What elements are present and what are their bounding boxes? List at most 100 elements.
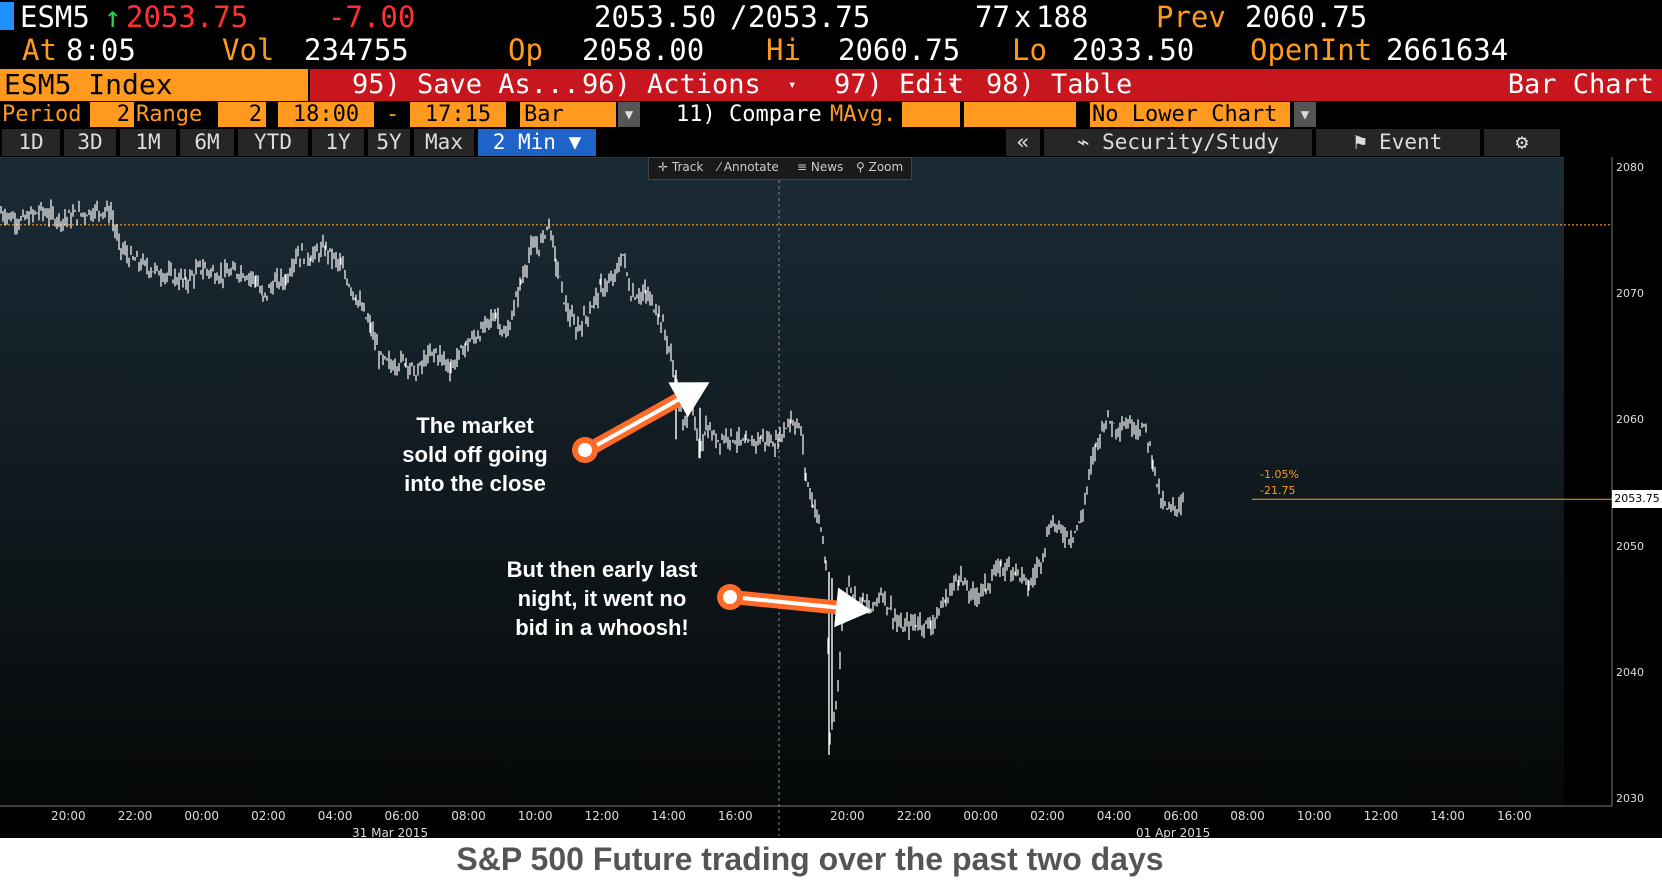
range-dash: - [386, 102, 399, 128]
open-interest-label: OpenInt [1250, 34, 1372, 66]
toolbar-track[interactable]: ✛ Track [658, 158, 703, 177]
security-field[interactable]: ESM5 Index [0, 69, 308, 101]
net-change: -7.00 [328, 1, 415, 33]
tab-3d[interactable]: 3D [64, 129, 116, 156]
caption-bar: S&P 500 Future trading over the past two… [0, 838, 1662, 880]
mavg-input-1[interactable] [902, 102, 960, 127]
event-button[interactable]: ⚑ Event [1316, 129, 1480, 156]
note2-line2: night, it went no [482, 584, 722, 613]
track-icon: ✛ [658, 160, 672, 174]
ask-price: 2053.75 [748, 1, 870, 33]
last-price-tag: 2053.75 [1612, 490, 1662, 508]
x-tick-label: 22:00 [118, 809, 153, 823]
toolbar-annotate[interactable]: ⁄ Annotate [718, 158, 779, 177]
toolbar-zoom[interactable]: ⚲ Zoom [856, 158, 903, 177]
quote-row-1: ESM5 ↑ 2053.75 -7.00 2053.50 / 2053.75 7… [0, 0, 1662, 34]
security-marker [0, 2, 14, 30]
toolbar-news[interactable]: ≡ News [797, 158, 843, 177]
chart-panel [0, 157, 1564, 807]
x-tick-label: 12:00 [1364, 809, 1399, 823]
note-no-bid: But then early last night, it went no bi… [482, 555, 722, 642]
mavg-input-2[interactable] [964, 102, 1076, 127]
annotate-label: Annotate [724, 160, 779, 174]
lower-chart-dropdown-icon[interactable]: ▼ [1294, 102, 1316, 127]
tab-1y[interactable]: 1Y [312, 129, 364, 156]
pct-change-label: -1.05% [1260, 468, 1299, 481]
size-separator: x [1014, 1, 1031, 33]
tab-1m[interactable]: 1M [120, 129, 176, 156]
y-tick-label: 2080 [1616, 161, 1644, 174]
chart-style-select[interactable]: Bar [520, 102, 616, 127]
note1-line2: sold off going [380, 440, 570, 469]
mavg-label: MAvg. [830, 102, 896, 128]
end-time-input[interactable]: 17:15 [410, 102, 506, 127]
event-label: Event [1379, 130, 1442, 154]
note2-line3: bid in a whoosh! [482, 613, 722, 642]
x-tick-label: 04:00 [318, 809, 353, 823]
period-input[interactable]: 2 [90, 102, 134, 127]
x-tick-label: 12:00 [585, 809, 620, 823]
x-tick-label: 02:00 [251, 809, 286, 823]
x-tick-label: 20:00 [830, 809, 865, 823]
x-tick-label: 08:00 [451, 809, 486, 823]
tab-ytd[interactable]: YTD [238, 129, 308, 156]
security-study-button[interactable]: ⌁ Security/Study [1044, 129, 1312, 156]
chart-icon: ⌁ [1077, 130, 1090, 154]
x-tick-label: 08:00 [1230, 809, 1265, 823]
x-tick-label: 06:00 [385, 809, 420, 823]
lower-chart-select[interactable]: No Lower Chart [1090, 102, 1290, 127]
active-tab-label: 2 Min [493, 130, 556, 154]
y-tick-label: 2070 [1616, 287, 1644, 300]
x-tick-label: 00:00 [963, 809, 998, 823]
y-tick-label: 2030 [1616, 792, 1644, 805]
range-input[interactable]: 2 [218, 102, 266, 127]
y-tick-label: 2060 [1616, 413, 1644, 426]
high-label: Hi [766, 34, 801, 66]
x-tick-label: 20:00 [51, 809, 86, 823]
flag-icon: ⚑ [1354, 130, 1367, 154]
ticker: ESM5 [20, 1, 90, 33]
x-tick-label: 02:00 [1030, 809, 1065, 823]
tab-1d[interactable]: 1D [2, 129, 60, 156]
note1-line1: The market [380, 411, 570, 440]
vol-value: 234755 [304, 34, 409, 66]
open-interest-value: 2661634 [1386, 34, 1508, 66]
table-button[interactable]: 98) Table [986, 69, 1132, 101]
open-value: 2058.00 [582, 34, 704, 66]
chevron-down-icon: ▼ [569, 130, 582, 154]
x-tick-label: 00:00 [184, 809, 219, 823]
tab-max[interactable]: Max [414, 129, 474, 156]
save-as-button[interactable]: 95) Save As... [352, 69, 580, 101]
x-tick-label: 10:00 [518, 809, 553, 823]
prev-label: Prev [1156, 1, 1226, 33]
note-sold-off: The market sold off going into the close [380, 411, 570, 498]
bid-size: 77 [975, 1, 1010, 33]
tab-5y[interactable]: 5Y [368, 129, 410, 156]
x-tick-label: 14:00 [651, 809, 686, 823]
tab-6m[interactable]: 6M [180, 129, 234, 156]
bid-ask-separator: / [730, 1, 747, 33]
note1-line3: into the close [380, 469, 570, 498]
actions-menu[interactable]: 96) Actions [582, 69, 761, 101]
menu-bar: 95) Save As... 96) Actions ▾ 97) Edit ▾ … [310, 69, 1662, 101]
x-tick-label: 16:00 [1497, 809, 1532, 823]
x-tick-label: 06:00 [1164, 809, 1199, 823]
prev-value: 2060.75 [1245, 1, 1367, 33]
at-label: At [22, 34, 57, 66]
edit-menu[interactable]: 97) Edit [834, 69, 964, 101]
settings-gear-icon[interactable]: ⚙ [1484, 129, 1560, 156]
tab-2-min[interactable]: 2 Min ▼ [478, 129, 596, 156]
vol-label: Vol [222, 34, 274, 66]
period-label: Period [2, 102, 81, 128]
start-time-input[interactable]: 18:00 [278, 102, 374, 127]
up-arrow-icon: ↑ [104, 1, 121, 33]
zoom-label: Zoom [869, 160, 904, 174]
x-tick-label: 04:00 [1097, 809, 1132, 823]
chart-title: Bar Chart [1508, 69, 1654, 101]
collapse-button[interactable]: « [1006, 129, 1040, 156]
compare-button[interactable]: 11) Compare [676, 102, 822, 128]
zoom-icon: ⚲ [856, 160, 869, 174]
x-tick-label: 16:00 [718, 809, 753, 823]
chart-style-dropdown-icon[interactable]: ▼ [618, 102, 640, 127]
open-label: Op [508, 34, 543, 66]
